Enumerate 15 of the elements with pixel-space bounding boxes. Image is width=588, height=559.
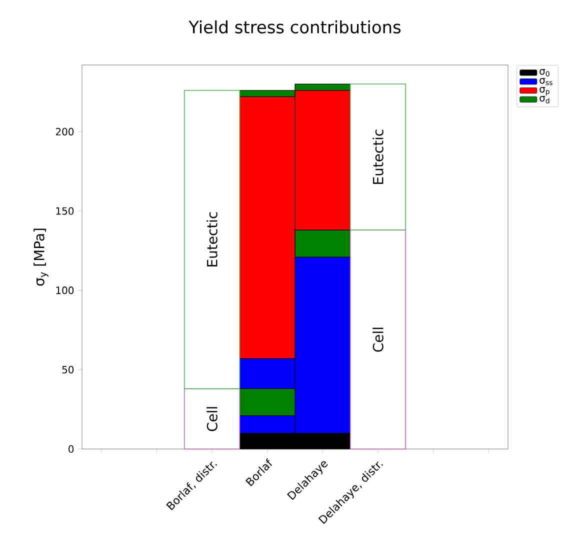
chart-title: Yield stress contributions — [188, 20, 401, 34]
text: Eutectic — [206, 212, 218, 266]
series-label: Cell — [206, 407, 218, 432]
legend-label: σ$_{ss}$ — [540, 78, 552, 86]
y-tick-label: 0 — [68, 445, 74, 453]
legend-label: σ$_{d}$ — [540, 96, 550, 104]
text: Cell — [372, 328, 384, 352]
series-label: Eutectic — [372, 130, 384, 184]
legend-label: σ$_{0}$ — [540, 69, 550, 76]
legend-label: σ$_{p}$ — [540, 87, 550, 96]
y-tick-label: 200 — [56, 128, 74, 136]
y-tick-label: 150 — [56, 207, 74, 215]
y-axis-title: σ$_{y}$ [MPa] — [34, 228, 48, 286]
y-tick-label: 100 — [56, 286, 74, 294]
y-tick-label: 50 — [62, 366, 74, 374]
